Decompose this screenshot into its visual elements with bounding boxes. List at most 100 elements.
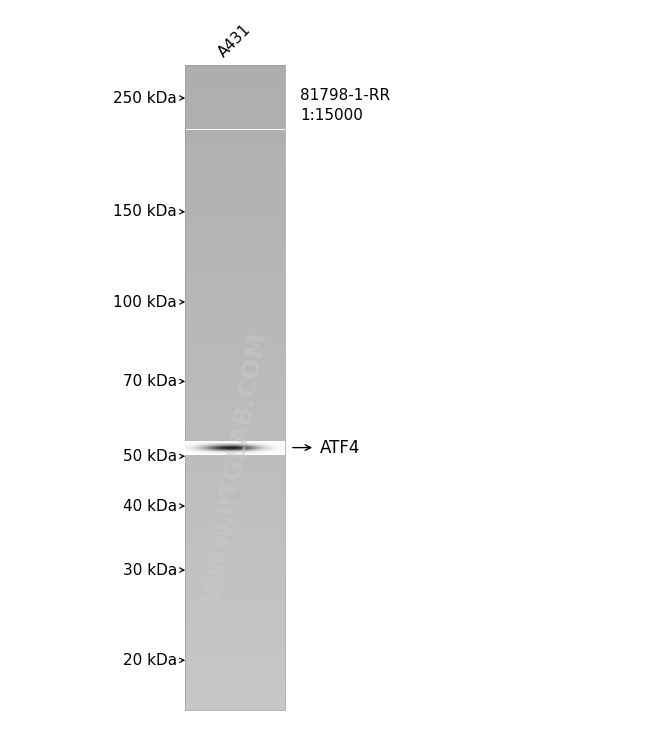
Bar <box>185 484 285 487</box>
Bar <box>185 623 285 626</box>
Bar <box>185 214 285 217</box>
Bar <box>185 578 285 581</box>
Bar <box>185 310 285 313</box>
Bar <box>185 672 285 675</box>
Bar <box>185 513 285 517</box>
Text: A431: A431 <box>216 21 254 60</box>
Bar <box>185 107 285 110</box>
Bar <box>185 594 285 597</box>
Bar <box>185 571 285 575</box>
Bar <box>185 207 285 210</box>
Circle shape <box>235 495 239 499</box>
Bar <box>185 539 285 542</box>
Bar <box>185 68 285 71</box>
Bar <box>185 258 285 262</box>
Bar <box>185 610 285 613</box>
Bar <box>185 117 285 120</box>
Bar <box>185 336 285 339</box>
Bar <box>185 294 285 297</box>
Bar <box>185 636 285 639</box>
Bar <box>185 455 285 459</box>
Bar <box>185 568 285 571</box>
Bar <box>185 394 285 397</box>
Bar <box>185 165 285 168</box>
Bar <box>185 668 285 672</box>
Bar <box>185 517 285 520</box>
Bar <box>185 581 285 584</box>
Bar <box>185 265 285 268</box>
Text: 150 kDa: 150 kDa <box>113 204 177 219</box>
Bar <box>185 536 285 539</box>
Text: 50 kDa: 50 kDa <box>123 448 177 464</box>
Bar <box>185 178 285 181</box>
Bar <box>185 149 285 152</box>
Bar <box>185 439 285 443</box>
Bar <box>185 371 285 374</box>
Bar <box>185 355 285 358</box>
Bar <box>185 506 285 510</box>
Bar <box>185 339 285 342</box>
Text: WWW.PTGLAB.COM: WWW.PTGLAB.COM <box>200 330 270 605</box>
Bar <box>185 591 285 594</box>
Bar <box>185 316 285 320</box>
Bar <box>185 304 285 307</box>
Bar <box>185 423 285 426</box>
Bar <box>185 288 285 291</box>
Bar <box>185 459 285 462</box>
Bar <box>185 475 285 478</box>
Bar <box>185 168 285 172</box>
Bar <box>185 291 285 294</box>
Bar <box>185 194 285 197</box>
Bar <box>185 691 285 694</box>
Bar <box>185 681 285 684</box>
Bar <box>185 145 285 149</box>
Bar <box>185 352 285 355</box>
Bar <box>185 65 285 68</box>
Circle shape <box>237 493 243 498</box>
Bar <box>185 603 285 607</box>
Bar <box>185 142 285 145</box>
Text: 250 kDa: 250 kDa <box>113 90 177 106</box>
Bar <box>185 520 285 523</box>
Bar <box>185 555 285 559</box>
Bar <box>185 323 285 326</box>
Bar <box>185 468 285 471</box>
Bar <box>185 175 285 178</box>
Bar <box>185 362 285 365</box>
Bar <box>185 330 285 333</box>
Bar <box>185 617 285 619</box>
Text: 81798-1-RR: 81798-1-RR <box>300 87 390 103</box>
Bar <box>185 619 285 623</box>
Bar <box>185 552 285 555</box>
Bar <box>185 413 285 416</box>
Bar <box>185 404 285 407</box>
Bar <box>185 559 285 562</box>
Bar <box>185 378 285 381</box>
Text: ATF4: ATF4 <box>320 439 360 457</box>
Bar <box>185 462 285 465</box>
Bar <box>185 129 285 133</box>
Bar <box>185 284 285 288</box>
Bar <box>185 197 285 200</box>
Bar <box>185 275 285 278</box>
Bar <box>185 545 285 549</box>
Bar <box>185 575 285 578</box>
Bar <box>185 242 285 246</box>
Bar <box>185 210 285 214</box>
Bar <box>185 549 285 552</box>
Bar <box>185 200 285 203</box>
Bar <box>185 436 285 439</box>
Bar <box>185 374 285 378</box>
Bar <box>185 172 285 175</box>
Bar <box>185 101 285 103</box>
Bar <box>185 633 285 636</box>
Bar <box>185 645 285 649</box>
Bar <box>185 223 285 226</box>
Bar <box>185 694 285 697</box>
Bar <box>185 388 285 390</box>
Bar <box>185 658 285 661</box>
Bar <box>185 542 285 545</box>
Bar <box>185 268 285 272</box>
Bar <box>185 120 285 123</box>
Text: 30 kDa: 30 kDa <box>123 562 177 578</box>
